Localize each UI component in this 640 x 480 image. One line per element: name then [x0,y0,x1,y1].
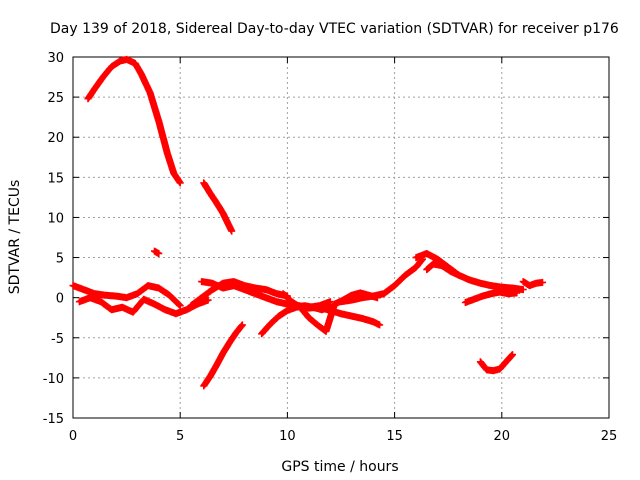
y-axis-label: SDTVAR / TECUs [7,180,23,295]
point-markers [337,255,426,306]
y-tick-label: 5 [56,252,64,267]
chart-title: Day 139 of 2018, Sidereal Day-to-day VTE… [50,21,619,37]
point-markers [412,250,527,294]
series-baseline-h [337,255,426,306]
data-points [69,55,546,390]
point-markers [151,247,163,257]
series-baseline-j [423,260,463,279]
plot-frame [72,56,610,419]
point-markers [476,351,516,375]
grid-lines [73,57,609,418]
y-tick-label: -10 [43,372,64,387]
series-baseline-g [294,302,384,329]
y-tick-label: 30 [47,51,64,66]
x-tick-label: 25 [601,429,618,444]
series-baseline-a [69,282,184,310]
x-axis-label: GPS time / hours [281,459,398,475]
y-axis: -15 -10 -5 0 5 10 15 20 25 30 [43,51,609,427]
series-arc-high [84,55,184,187]
series-arc-late-negative [476,351,516,375]
series-baseline-i [412,250,527,294]
point-markers [69,282,184,310]
y-tick-label: 0 [56,292,64,307]
point-markers [200,179,236,235]
y-tick-label: -15 [43,412,64,427]
series-baseline-l [519,278,546,290]
y-tick-label: 15 [47,171,64,186]
y-tick-label: -5 [51,332,64,347]
x-tick-label: 10 [279,429,296,444]
point-markers [423,260,463,279]
point-markers [519,278,546,290]
series-baseline-k [461,288,521,306]
point-markers [294,302,384,329]
y-tick-label: 20 [47,131,64,146]
x-axis: 0 5 10 15 20 25 [69,57,617,444]
x-tick-label: 5 [176,429,184,444]
series-arc-negative-rise [200,321,246,390]
point-markers [461,288,521,306]
series-blip-near-4 [151,247,163,257]
y-tick-label: 10 [47,211,64,226]
x-tick-label: 0 [69,429,77,444]
series-arc-mid-drop [200,179,236,235]
point-markers [200,321,246,390]
point-markers [84,55,184,187]
y-tick-label: 25 [47,91,64,106]
x-tick-label: 15 [386,429,403,444]
x-tick-label: 20 [494,429,511,444]
